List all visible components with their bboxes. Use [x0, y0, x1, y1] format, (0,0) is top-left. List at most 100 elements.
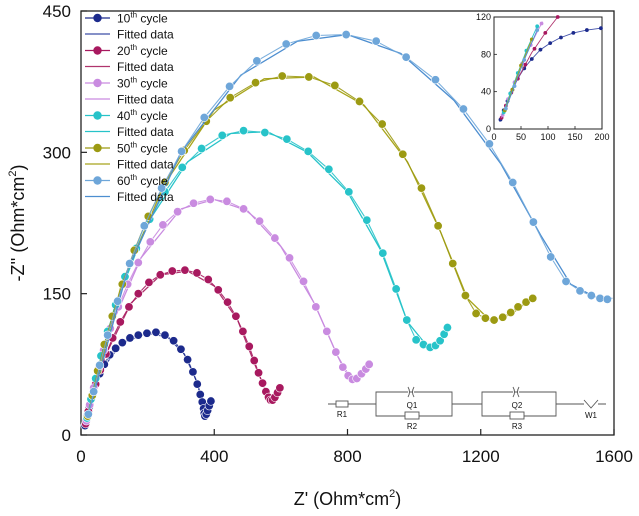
- data-point: [225, 93, 235, 103]
- data-point: [203, 275, 213, 285]
- x-axis-title-end: ): [395, 489, 401, 509]
- data-point: [322, 326, 332, 336]
- data-point: [254, 368, 264, 378]
- data-point: [311, 302, 321, 312]
- inset-data-point: [584, 28, 589, 32]
- data-point: [480, 313, 490, 323]
- data-point: [391, 284, 401, 294]
- data-point: [433, 221, 443, 231]
- y-axis-title: -Z'' (Ohm*cm2): [7, 165, 28, 282]
- data-point: [89, 387, 99, 397]
- data-point: [125, 333, 135, 343]
- legend-cycle-number: 10: [117, 12, 131, 26]
- data-point: [155, 270, 165, 280]
- inset-x-tick-label: 100: [540, 132, 555, 142]
- data-point: [95, 360, 105, 370]
- legend-cycle-suffix: cycle: [137, 174, 168, 188]
- data-point: [206, 396, 216, 406]
- data-point: [442, 323, 452, 333]
- data-point: [192, 379, 202, 389]
- y-tick-label: 150: [43, 285, 71, 304]
- data-point: [145, 237, 155, 247]
- data-point: [458, 104, 468, 114]
- legend-label-50th-cycle: 50th cycle: [117, 141, 168, 156]
- data-point: [338, 362, 348, 372]
- legend-label-fitted-50th: Fitted data: [117, 158, 174, 172]
- inset-data-point: [571, 30, 576, 35]
- x-tick-label: 0: [76, 447, 85, 466]
- data-point: [258, 378, 268, 388]
- data-point: [299, 276, 309, 286]
- data-point: [528, 293, 538, 303]
- data-point: [142, 328, 152, 338]
- data-point: [324, 164, 334, 174]
- data-point: [199, 112, 209, 122]
- x-tick-label: 400: [200, 447, 228, 466]
- inset-data-point: [512, 84, 517, 88]
- data-point: [489, 315, 499, 325]
- legend-label-10th-cycle: 10th cycle: [117, 11, 168, 26]
- legend-label-20th-cycle: 20th cycle: [117, 43, 168, 58]
- y-tick-label: 0: [62, 426, 71, 445]
- data-line-60th: [87, 34, 608, 415]
- data-point: [435, 336, 445, 346]
- data-point: [125, 259, 135, 269]
- data-point: [377, 119, 387, 129]
- data-point: [270, 233, 280, 243]
- legend-cycle-number: 30: [117, 77, 131, 91]
- data-point: [144, 277, 154, 287]
- data-point: [371, 36, 381, 46]
- inset-data-point: [522, 58, 527, 62]
- data-point: [521, 297, 531, 307]
- x-tick-label: 1600: [595, 447, 633, 466]
- data-point: [133, 330, 143, 340]
- inset-series-60th: [503, 28, 540, 111]
- data-point: [195, 389, 205, 399]
- legend-marker-dot: [93, 111, 102, 120]
- data-point: [139, 221, 149, 231]
- legend-cycle-sup: th: [130, 43, 137, 52]
- data-point: [189, 198, 199, 208]
- data-point: [344, 187, 354, 197]
- data-point: [177, 162, 187, 172]
- legend-cycle-number: 50: [117, 142, 131, 156]
- inset-y-tick-label: 120: [476, 12, 491, 22]
- data-point: [311, 30, 321, 40]
- series-60th-cycle: [83, 30, 613, 419]
- y-axis-title-main: -Z'' (Ohm*cm: [8, 177, 28, 282]
- data-point: [401, 52, 411, 62]
- y-axis-title-sup: 2: [7, 171, 19, 177]
- series-layer: [80, 30, 613, 431]
- data-point: [188, 367, 198, 377]
- legend-label-fitted-40th: Fitted data: [117, 125, 174, 139]
- data-point: [222, 196, 232, 206]
- data-point: [528, 217, 538, 227]
- circuit-label-W1: W1: [585, 411, 598, 420]
- data-point: [173, 207, 183, 217]
- data-point: [282, 134, 292, 144]
- x-tick-label: 800: [333, 447, 361, 466]
- inset-data-point: [599, 26, 603, 31]
- data-point: [113, 296, 123, 306]
- inset-data-point: [559, 35, 563, 40]
- legend-marker-dot: [93, 46, 102, 55]
- legend-cycle-suffix: cycle: [137, 77, 168, 91]
- resistor-r2: [404, 411, 420, 420]
- data-point: [133, 289, 143, 299]
- data-point: [223, 297, 233, 307]
- y-axis-title-end: ): [8, 165, 28, 171]
- data-point: [176, 344, 186, 354]
- parallel-block-2: [481, 391, 557, 417]
- legend-marker-dot: [93, 78, 102, 88]
- data-point: [180, 265, 190, 275]
- data-point: [157, 183, 167, 193]
- data-point: [115, 317, 125, 327]
- fitted-line-30th: [85, 198, 372, 424]
- legend-label-40th-cycle: 40th cycle: [117, 108, 168, 123]
- data-point: [362, 215, 372, 225]
- warburg-w1: [583, 399, 599, 409]
- data-point: [244, 341, 254, 351]
- data-point: [561, 276, 571, 286]
- data-point: [217, 130, 227, 140]
